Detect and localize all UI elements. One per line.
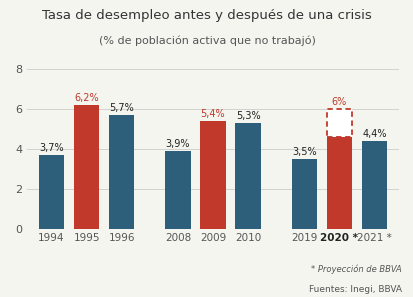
Text: * Proyección de BBVA: * Proyección de BBVA (310, 264, 401, 274)
Text: 3,9%: 3,9% (165, 138, 190, 148)
Bar (235, 123, 260, 228)
Bar (291, 159, 316, 228)
Text: 5,4%: 5,4% (200, 108, 225, 119)
Bar (326, 137, 351, 228)
Text: 5,3%: 5,3% (235, 110, 260, 121)
Text: 4,6%: 4,6% (326, 124, 351, 135)
Text: 3,7%: 3,7% (39, 143, 64, 153)
Text: 3,5%: 3,5% (291, 146, 316, 157)
Bar (361, 140, 386, 228)
Text: 6,2%: 6,2% (74, 93, 99, 102)
Bar (109, 115, 134, 228)
Text: 6%: 6% (331, 97, 346, 107)
Text: 4,4%: 4,4% (361, 129, 386, 138)
Bar (165, 151, 190, 228)
Text: (% de población activa que no trabajó): (% de población activa que no trabajó) (98, 36, 315, 46)
Bar (74, 105, 99, 228)
Text: Tasa de desempleo antes y después de una crisis: Tasa de desempleo antes y después de una… (42, 9, 371, 22)
FancyBboxPatch shape (326, 108, 351, 137)
Text: 5,7%: 5,7% (109, 102, 134, 113)
Bar (200, 121, 225, 228)
Text: Fuentes: Inegi, BBVA: Fuentes: Inegi, BBVA (308, 285, 401, 294)
Bar (39, 154, 64, 228)
